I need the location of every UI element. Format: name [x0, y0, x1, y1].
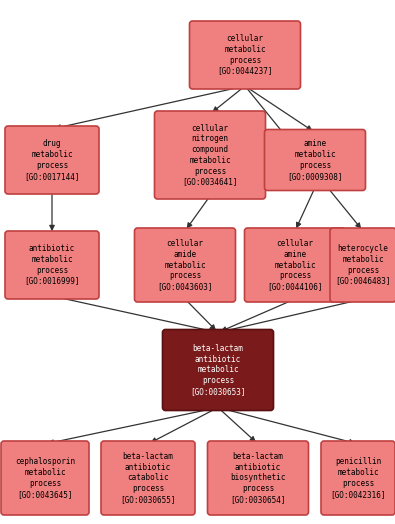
- FancyBboxPatch shape: [190, 21, 301, 89]
- Text: cephalosporin
metabolic
process
[GO:0043645]: cephalosporin metabolic process [GO:0043…: [15, 457, 75, 499]
- Text: cellular
amine
metabolic
process
[GO:0044106]: cellular amine metabolic process [GO:004…: [267, 239, 323, 291]
- FancyBboxPatch shape: [162, 330, 273, 410]
- FancyBboxPatch shape: [330, 228, 395, 302]
- FancyBboxPatch shape: [1, 441, 89, 515]
- Text: cellular
amide
metabolic
process
[GO:0043603]: cellular amide metabolic process [GO:004…: [157, 239, 213, 291]
- FancyBboxPatch shape: [154, 111, 265, 199]
- Text: cellular
metabolic
process
[GO:0044237]: cellular metabolic process [GO:0044237]: [217, 35, 273, 75]
- Text: beta-lactam
antibiotic
biosynthetic
process
[GO:0030654]: beta-lactam antibiotic biosynthetic proc…: [230, 452, 286, 504]
- Text: beta-lactam
antibiotic
metabolic
process
[GO:0030653]: beta-lactam antibiotic metabolic process…: [190, 344, 246, 396]
- FancyBboxPatch shape: [101, 441, 195, 515]
- FancyBboxPatch shape: [321, 441, 395, 515]
- FancyBboxPatch shape: [265, 129, 365, 191]
- FancyBboxPatch shape: [5, 126, 99, 194]
- Text: amine
metabolic
process
[GO:0009308]: amine metabolic process [GO:0009308]: [287, 139, 343, 181]
- Text: heterocycle
metabolic
process
[GO:0046483]: heterocycle metabolic process [GO:004648…: [335, 244, 391, 286]
- FancyBboxPatch shape: [207, 441, 308, 515]
- Text: beta-lactam
antibiotic
catabolic
process
[GO:0030655]: beta-lactam antibiotic catabolic process…: [120, 452, 176, 504]
- Text: antibiotic
metabolic
process
[GO:0016999]: antibiotic metabolic process [GO:0016999…: [24, 244, 80, 286]
- Text: drug
metabolic
process
[GO:0017144]: drug metabolic process [GO:0017144]: [24, 139, 80, 181]
- Text: penicillin
metabolic
process
[GO:0042316]: penicillin metabolic process [GO:0042316…: [330, 457, 386, 499]
- FancyBboxPatch shape: [135, 228, 235, 302]
- Text: cellular
nitrogen
compound
metabolic
process
[GO:0034641]: cellular nitrogen compound metabolic pro…: [182, 124, 238, 187]
- FancyBboxPatch shape: [5, 231, 99, 299]
- FancyBboxPatch shape: [245, 228, 346, 302]
